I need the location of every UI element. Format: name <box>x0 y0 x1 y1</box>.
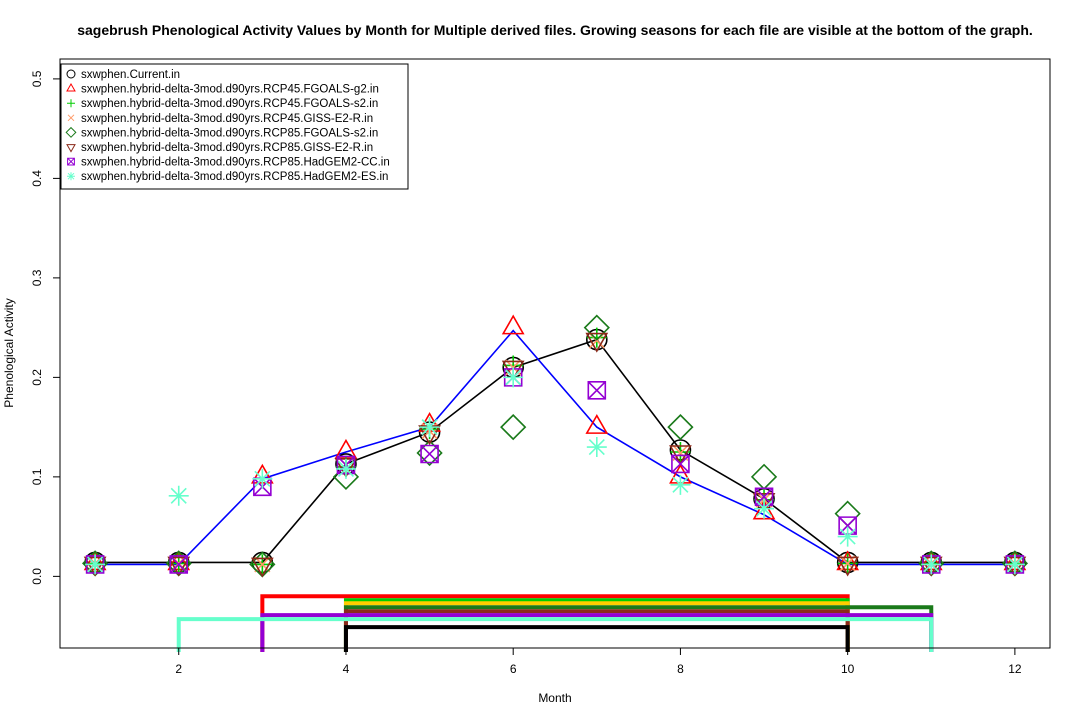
data-point <box>503 367 524 388</box>
series-6-points <box>83 332 1027 578</box>
legend-label-7: sxwphen.hybrid-delta-3mod.d90yrs.RCP85.H… <box>81 157 390 169</box>
data-point <box>583 314 610 341</box>
series-line-2 <box>95 329 1015 566</box>
data-point <box>500 413 527 441</box>
series-1-points <box>84 328 1026 574</box>
data-point <box>670 474 691 495</box>
legend-label-2: sxwphen.hybrid-delta-3mod.d90yrs.RCP45.F… <box>81 84 379 96</box>
data-point <box>250 557 274 578</box>
legend-marker-1 <box>66 69 76 79</box>
data-point <box>836 556 860 577</box>
y-axis-label: Phenological Activity <box>2 298 16 407</box>
data-point <box>167 556 191 577</box>
legend-marker-7 <box>67 157 75 166</box>
legend-box <box>60 63 409 190</box>
legend-label-3: sxwphen.hybrid-delta-3mod.d90yrs.RCP45.F… <box>81 98 378 110</box>
series-3-points <box>85 327 1025 575</box>
y-tick-label: 0.0 <box>30 568 44 585</box>
x-tick-label: 12 <box>1008 662 1022 676</box>
series-lines-layer <box>95 329 1015 566</box>
legend-label-4: sxwphen.hybrid-delta-3mod.d90yrs.RCP45.G… <box>81 113 373 125</box>
growing-season-7 <box>176 617 934 652</box>
legend-marker-3 <box>67 99 75 108</box>
axes-layer: 2 4 6 8 10 12 0.0 0.1 0.2 0.3 0.4 0.5 <box>30 70 1022 676</box>
legend-marker-4 <box>67 114 75 122</box>
x-tick-label: 4 <box>343 662 350 676</box>
legend: sxwphen.Current.in sxwphen.hybrid-delta-3… <box>60 63 409 190</box>
series-line-1 <box>95 338 1015 564</box>
data-point <box>837 526 858 547</box>
legend-marker-2 <box>66 82 76 92</box>
data-point <box>85 554 106 575</box>
legend-marker-5 <box>65 126 77 138</box>
x-tick-label: 2 <box>175 662 182 676</box>
data-point <box>1004 554 1025 575</box>
chart-title: sagebrush Phenological Activity Values b… <box>77 22 1033 38</box>
legend-label-6: sxwphen.hybrid-delta-3mod.d90yrs.RCP85.G… <box>81 142 373 154</box>
x-axis-label: Month <box>538 691 571 705</box>
data-point <box>585 332 609 353</box>
data-point <box>754 498 775 519</box>
data-point <box>168 485 189 506</box>
data-point <box>585 414 609 434</box>
data-point <box>252 468 273 489</box>
y-tick-label: 0.3 <box>30 269 44 286</box>
legend-marker-6 <box>66 144 76 153</box>
data-points-layer <box>81 314 1029 578</box>
data-point <box>169 555 189 574</box>
data-point <box>419 417 440 438</box>
y-tick-label: 0.4 <box>30 170 44 187</box>
legend-marker-8 <box>67 172 75 181</box>
data-point <box>586 327 607 348</box>
y-tick-label: 0.5 <box>30 70 44 87</box>
data-point <box>750 463 778 491</box>
growing-season-8 <box>343 625 850 652</box>
series-8-points <box>85 367 1025 575</box>
x-tick-label: 10 <box>841 662 855 676</box>
data-point <box>254 556 271 573</box>
legend-label-5: sxwphen.hybrid-delta-3mod.d90yrs.RCP85.F… <box>81 127 378 139</box>
series-7-points <box>85 368 1025 574</box>
legend-label-1: sxwphen.Current.in <box>81 69 180 81</box>
y-tick-label: 0.2 <box>30 369 44 386</box>
series-5-points <box>81 314 1029 578</box>
y-tick-label: 0.1 <box>30 468 44 485</box>
x-tick-label: 8 <box>677 662 684 676</box>
data-point <box>586 437 607 458</box>
data-point <box>335 458 356 479</box>
data-point <box>587 381 607 400</box>
x-tick-label: 6 <box>510 662 517 676</box>
data-point <box>839 555 856 572</box>
data-point <box>667 413 694 441</box>
data-point <box>501 360 525 381</box>
data-point <box>420 444 439 464</box>
legend-label-8: sxwphen.hybrid-delta-3mod.d90yrs.RCP85.H… <box>81 171 388 183</box>
data-point <box>501 314 525 335</box>
growing-seasons-layer <box>176 594 934 652</box>
data-point <box>921 554 942 575</box>
data-point <box>671 454 690 474</box>
series-4-points <box>87 332 1023 573</box>
